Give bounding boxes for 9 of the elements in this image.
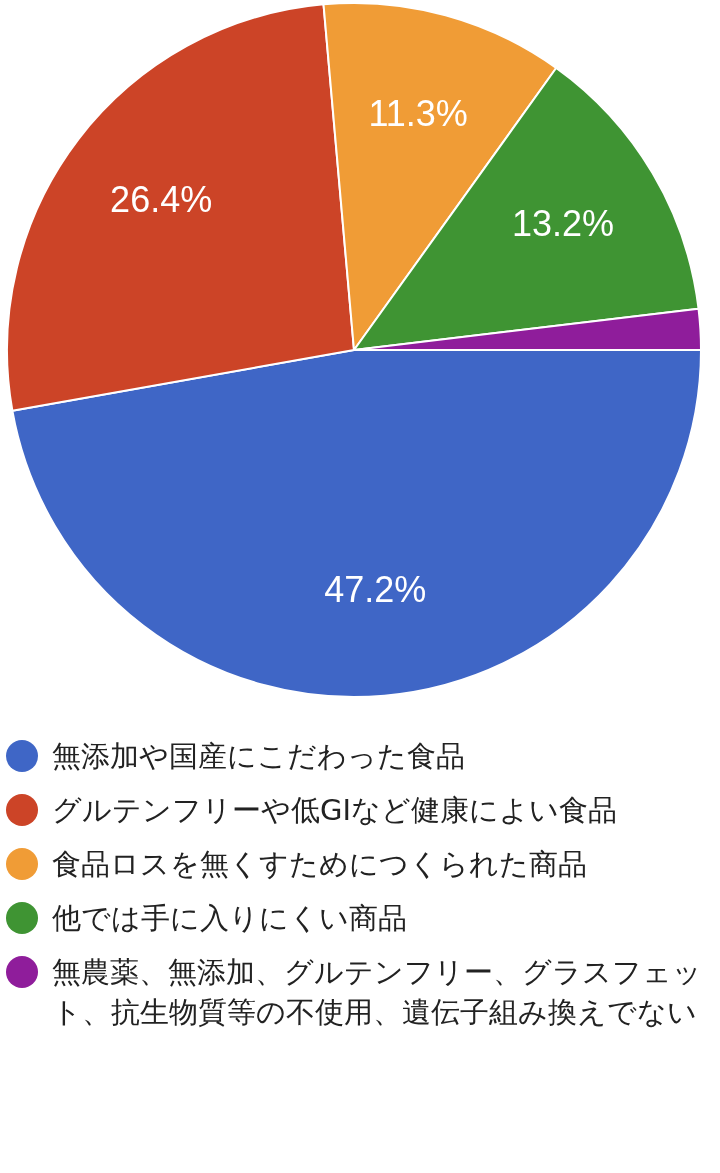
legend-label: 無添加や国産にこだわった食品: [52, 738, 465, 775]
legend-label: 食品ロスを無くすためにつくられた商品: [52, 846, 587, 883]
legend-label: グルテンフリーや低GIなど健康によい食品: [52, 792, 618, 829]
data-label: 13.2%: [512, 203, 615, 245]
data-label: 47.2%: [324, 568, 427, 610]
legend-label: 無農薬、無添加、グルテンフリー、グラスフェット、抗生物質等の不使用、遺伝子組み換えでない: [52, 954, 703, 1031]
data-label: 26.4%: [110, 179, 213, 221]
data-label: 11.3%: [368, 92, 468, 134]
legend-label: 他では手に入りにくい商品: [52, 900, 407, 937]
